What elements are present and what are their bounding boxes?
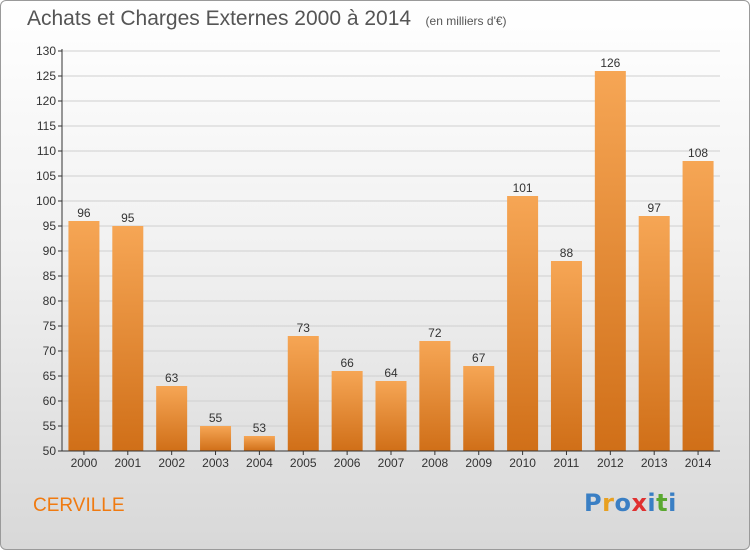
data-label: 67 [472, 351, 486, 365]
x-tick-label: 2004 [246, 456, 273, 470]
x-tick-label: 2014 [685, 456, 712, 470]
x-tick-label: 2003 [202, 456, 229, 470]
x-tick-label: 2007 [378, 456, 405, 470]
data-label: 88 [560, 246, 574, 260]
y-tick-label: 75 [43, 319, 57, 333]
data-label: 97 [648, 201, 662, 215]
y-tick-label: 60 [43, 394, 57, 408]
y-tick-label: 65 [43, 369, 57, 383]
x-tick-label: 2000 [71, 456, 98, 470]
data-label: 66 [340, 356, 354, 370]
data-label: 72 [428, 326, 442, 340]
chart-title: Achats et Charges Externes 2000 à 2014 [27, 7, 412, 30]
x-tick-label: 2001 [114, 456, 141, 470]
bar [287, 336, 319, 451]
y-tick-label: 50 [43, 444, 57, 458]
x-tick-label: 2013 [641, 456, 668, 470]
y-tick-label: 125 [36, 69, 56, 83]
logo-letter: P [584, 489, 603, 517]
x-tick-label: 2008 [422, 456, 449, 470]
y-tick-label: 70 [43, 344, 57, 358]
y-tick-label: 100 [36, 194, 56, 208]
y-tick-label: 85 [43, 269, 57, 283]
bar [550, 261, 582, 451]
bar [682, 161, 714, 451]
logo-letter: i [668, 489, 677, 517]
data-label: 108 [688, 146, 708, 160]
logo-letter: r [602, 489, 615, 517]
x-tick-label: 2002 [158, 456, 185, 470]
y-tick-label: 130 [36, 44, 56, 58]
bar [112, 226, 144, 451]
bar [594, 71, 626, 451]
y-tick-label: 120 [36, 94, 56, 108]
y-tick-label: 90 [43, 244, 57, 258]
y-tick-label: 110 [37, 144, 56, 158]
y-tick-label: 80 [43, 294, 57, 308]
data-label: 53 [253, 421, 267, 435]
bar [200, 426, 232, 451]
y-tick-label: 95 [43, 219, 57, 233]
proxiti-logo[interactable]: Proxiti [584, 489, 677, 517]
bar [419, 341, 451, 451]
chart-unit: (en milliers d'€) [425, 14, 507, 28]
data-label: 63 [165, 371, 179, 385]
data-label: 64 [384, 366, 398, 380]
logo-letter: t [656, 489, 669, 517]
logo-letter: x [631, 489, 648, 517]
data-label: 95 [121, 211, 135, 225]
bar [463, 366, 495, 451]
y-tick-label: 115 [37, 119, 56, 133]
data-label: 96 [77, 206, 91, 220]
x-tick-label: 2006 [334, 456, 361, 470]
data-label: 73 [297, 321, 311, 335]
data-label: 55 [209, 411, 223, 425]
bar [375, 381, 407, 451]
x-tick-label: 2005 [290, 456, 317, 470]
commune-name: CERVILLE [33, 495, 125, 516]
data-label: 101 [513, 181, 533, 195]
y-tick-label: 55 [43, 419, 57, 433]
x-tick-label: 2012 [597, 456, 624, 470]
x-tick-label: 2011 [554, 456, 580, 470]
data-label: 126 [600, 56, 620, 70]
bar [156, 386, 188, 451]
bar [331, 371, 363, 451]
title-row: Achats et Charges Externes 2000 à 2014 (… [27, 7, 507, 31]
bar [243, 436, 275, 451]
bar [507, 196, 539, 451]
y-tick-label: 105 [36, 169, 56, 183]
x-tick-label: 2009 [465, 456, 492, 470]
bar [68, 221, 100, 451]
x-tick-label: 2010 [509, 456, 536, 470]
bar [638, 216, 670, 451]
logo-letter: o [614, 489, 632, 517]
logo-letter: i [647, 489, 657, 517]
